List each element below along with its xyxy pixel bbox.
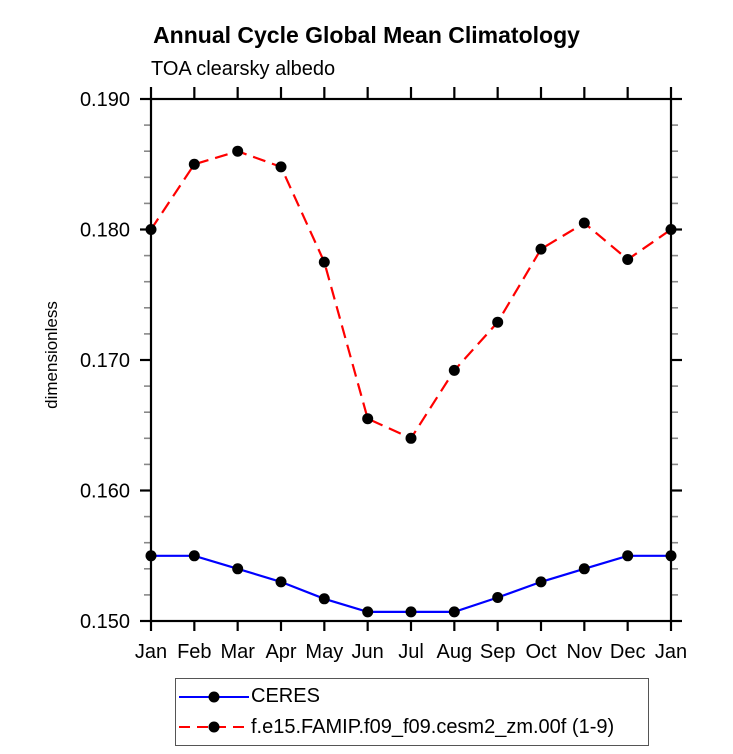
y-tick-label: 0.180 (80, 220, 130, 242)
data-point-marker (405, 606, 417, 618)
x-tick-label: Jun (352, 641, 384, 663)
legend-marker-dot (208, 721, 220, 733)
data-point-marker (492, 316, 504, 328)
page-title: Annual Cycle Global Mean Climatology (153, 22, 580, 48)
data-point-marker (578, 563, 590, 575)
x-tick-label: Dec (610, 641, 646, 663)
data-point-marker (665, 550, 677, 562)
data-point-marker (622, 550, 634, 562)
x-tick-label: Oct (525, 641, 557, 663)
data-point-marker (318, 256, 330, 268)
legend-entry-ceres: CERES (179, 682, 646, 711)
data-point-marker (492, 592, 504, 603)
data-point-marker (362, 413, 374, 425)
legend-line-sample-dashed (179, 721, 249, 733)
data-point-marker (448, 364, 460, 376)
data-point-marker (318, 593, 330, 605)
x-tick-label: Mar (220, 641, 255, 663)
x-tick-label: Nov (567, 641, 603, 663)
y-tick-label: 0.170 (80, 350, 130, 372)
legend: CERES f.e15.FAMIP.f09_f09.cesm2_zm.00f (… (175, 678, 649, 746)
data-point-marker (275, 161, 287, 173)
legend-marker-dot (208, 691, 220, 703)
x-tick-label: May (305, 641, 343, 663)
data-point-marker (232, 145, 244, 157)
data-point-marker (405, 432, 417, 444)
x-tick-label: Jul (398, 641, 424, 663)
data-point-marker (275, 576, 287, 588)
x-tick-label: Jan (655, 641, 687, 663)
data-point-marker (145, 224, 157, 235)
chart-subtitle: TOA clearsky albedo (151, 58, 336, 80)
y-axis-title: dimensionless (42, 301, 61, 409)
y-tick-label: 0.190 (80, 89, 130, 111)
data-point-marker (188, 550, 200, 562)
legend-label-ceres: CERES (251, 685, 320, 708)
series-line-1 (150, 150, 672, 440)
data-point-marker (188, 158, 200, 170)
data-point-marker (535, 576, 547, 588)
x-tick-label: Aug (437, 641, 473, 663)
legend-entry-model: f.e15.FAMIP.f09_f09.cesm2_zm.00f (1-9) (179, 713, 646, 742)
y-tick-label: 0.160 (80, 481, 130, 503)
legend-label-model: f.e15.FAMIP.f09_f09.cesm2_zm.00f (1-9) (251, 715, 615, 738)
x-tick-label: Apr (265, 641, 296, 663)
data-point-marker (145, 550, 157, 562)
y-tick-label: 0.150 (80, 611, 130, 633)
x-tick-label: Jan (135, 641, 167, 663)
data-point-marker (622, 254, 634, 265)
data-point-marker (535, 243, 547, 255)
data-point-marker (362, 606, 374, 618)
plot-frame (149, 97, 673, 623)
legend-line-sample-solid (179, 691, 249, 703)
data-point-marker (232, 563, 244, 575)
series-line-0 (151, 554, 671, 614)
x-tick-label: Sep (480, 641, 516, 663)
data-point-marker (665, 224, 677, 235)
x-tick-label: Feb (177, 641, 211, 663)
data-point-marker (578, 217, 590, 229)
data-point-marker (448, 606, 460, 618)
